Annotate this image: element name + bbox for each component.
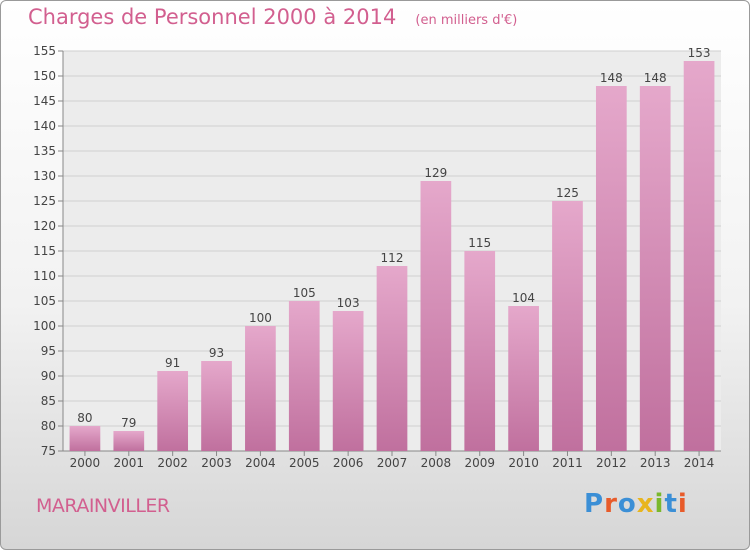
logo-letter: t: [664, 489, 678, 519]
bar: [157, 371, 189, 451]
x-tick-label: 2009: [464, 456, 495, 470]
logo-letter: r: [604, 489, 618, 519]
y-tick-label: 135: [33, 144, 56, 158]
x-tick-label: 2013: [640, 456, 671, 470]
x-tick-label: 2010: [508, 456, 539, 470]
x-tick-label: 2005: [289, 456, 320, 470]
bar-value-label: 103: [337, 296, 360, 310]
bar-value-label: 148: [600, 71, 623, 85]
bar: [552, 201, 583, 451]
y-tick-label: 75: [41, 444, 56, 458]
bar-value-label: 91: [165, 356, 180, 370]
bar-value-label: 112: [381, 251, 404, 265]
y-tick-label: 90: [41, 369, 56, 383]
y-tick-label: 120: [33, 219, 56, 233]
bar-value-label: 148: [644, 71, 667, 85]
bar-value-label: 129: [424, 166, 447, 180]
x-tick-label: 2014: [684, 456, 715, 470]
bar: [376, 266, 408, 451]
logo-letter: P: [584, 489, 605, 519]
logo-letter: i: [654, 489, 665, 519]
bar: [332, 311, 364, 451]
commune-name: MARAINVILLER: [36, 495, 170, 517]
x-tick-label: 2004: [245, 456, 276, 470]
bar: [245, 326, 276, 451]
y-tick-label: 155: [33, 44, 56, 58]
y-tick-label: 100: [33, 319, 56, 333]
y-tick-label: 115: [33, 244, 56, 258]
bar: [464, 251, 496, 451]
x-tick-label: 2002: [157, 456, 188, 470]
bar-value-label: 93: [209, 346, 224, 360]
x-tick-label: 2000: [70, 456, 101, 470]
y-tick-label: 80: [41, 419, 56, 433]
bar-value-label: 80: [77, 411, 92, 425]
proxiti-logo: Proxiti: [584, 489, 688, 519]
y-tick-label: 105: [33, 294, 56, 308]
x-tick-label: 2007: [377, 456, 408, 470]
x-tick-label: 2012: [596, 456, 627, 470]
bar-value-label: 125: [556, 186, 579, 200]
bar-value-label: 105: [293, 286, 316, 300]
bar-value-label: 79: [121, 416, 136, 430]
bar: [683, 61, 715, 451]
bar-value-label: 115: [468, 236, 491, 250]
y-tick-label: 150: [33, 69, 56, 83]
bar-value-label: 153: [688, 46, 711, 60]
y-tick-label: 110: [33, 269, 56, 283]
bar: [69, 426, 101, 451]
bar: [113, 431, 145, 451]
y-tick-label: 95: [41, 344, 56, 358]
bar: [420, 181, 452, 451]
x-tick-label: 2003: [201, 456, 232, 470]
y-tick-label: 85: [41, 394, 56, 408]
bar: [201, 361, 232, 451]
x-tick-label: 2011: [552, 456, 583, 470]
bar: [508, 306, 539, 451]
y-tick-label: 130: [33, 169, 56, 183]
x-tick-label: 2008: [421, 456, 452, 470]
bar: [288, 301, 320, 451]
y-tick-label: 140: [33, 119, 56, 133]
bar: [639, 86, 671, 451]
logo-letter: o: [617, 489, 637, 519]
chart-title: Charges de Personnel 2000 à 2014: [28, 5, 397, 29]
x-tick-label: 2001: [114, 456, 145, 470]
bar-value-label: 104: [512, 291, 535, 305]
bar-value-label: 100: [249, 311, 272, 325]
bar: [595, 86, 627, 451]
y-tick-label: 125: [33, 194, 56, 208]
logo-letter: i: [677, 489, 688, 519]
chart-title-block: Charges de Personnel 2000 à 2014 (en mil…: [28, 5, 517, 29]
chart-subtitle: (en milliers d'€): [415, 13, 518, 28]
y-tick-label: 145: [33, 94, 56, 108]
logo-letter: x: [636, 489, 655, 519]
x-tick-label: 2006: [333, 456, 364, 470]
